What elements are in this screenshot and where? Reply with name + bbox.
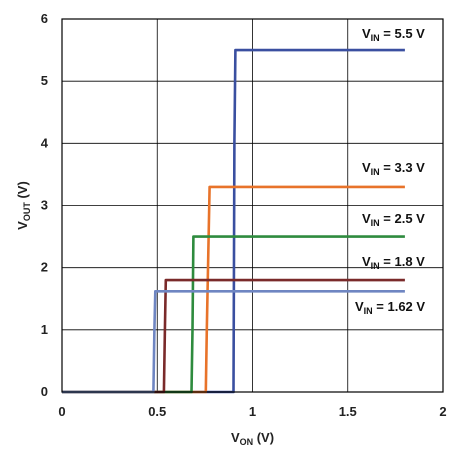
y-tick-labels: 0 1 2 3 4 5 6 [41, 11, 49, 399]
y-tick-label: 5 [41, 73, 48, 88]
y-axis-label-rest: (V) [15, 181, 30, 202]
y-tick-label: 3 [41, 198, 48, 213]
series-label-2: VIN = 2.5 V [362, 211, 425, 228]
y-tick-label: 1 [41, 322, 48, 337]
y-axis-label-main: V [15, 221, 30, 230]
y-axis-label-sub: OUT [22, 202, 32, 222]
series-label-1: VIN = 3.3 V [362, 160, 425, 177]
x-tick-labels: 0 0.5 1 1.5 2 [58, 404, 446, 419]
x-tick-label: 1 [249, 404, 256, 419]
x-axis-label: VON (V) [231, 430, 274, 447]
plot-frame [61, 18, 444, 393]
y-tick-label: 0 [41, 384, 48, 399]
x-axis-label-rest: (V) [253, 430, 274, 445]
series-label-0: VIN = 5.5 V [362, 26, 425, 43]
grid-lines [61, 18, 444, 393]
series-line-0 [62, 48, 405, 394]
series-label-3: VIN = 1.8 V [362, 254, 425, 271]
y-tick-label: 2 [41, 260, 48, 275]
x-axis-label-main: V [231, 430, 240, 445]
x-axis-label-sub: ON [240, 437, 254, 447]
x-tick-label: 2 [439, 404, 446, 419]
series-lines [62, 48, 405, 394]
y-tick-label: 4 [41, 135, 49, 150]
y-axis-label: VOUT (V) [15, 181, 32, 230]
y-tick-label: 6 [41, 11, 48, 26]
x-tick-label: 1.5 [339, 404, 357, 419]
series-label-4: VIN = 1.62 V [355, 299, 425, 316]
x-tick-label: 0 [58, 404, 65, 419]
x-tick-label: 0.5 [148, 404, 166, 419]
series-labels: VIN = 5.5 V VIN = 3.3 V VIN = 2.5 V VIN = 1… [355, 26, 425, 316]
